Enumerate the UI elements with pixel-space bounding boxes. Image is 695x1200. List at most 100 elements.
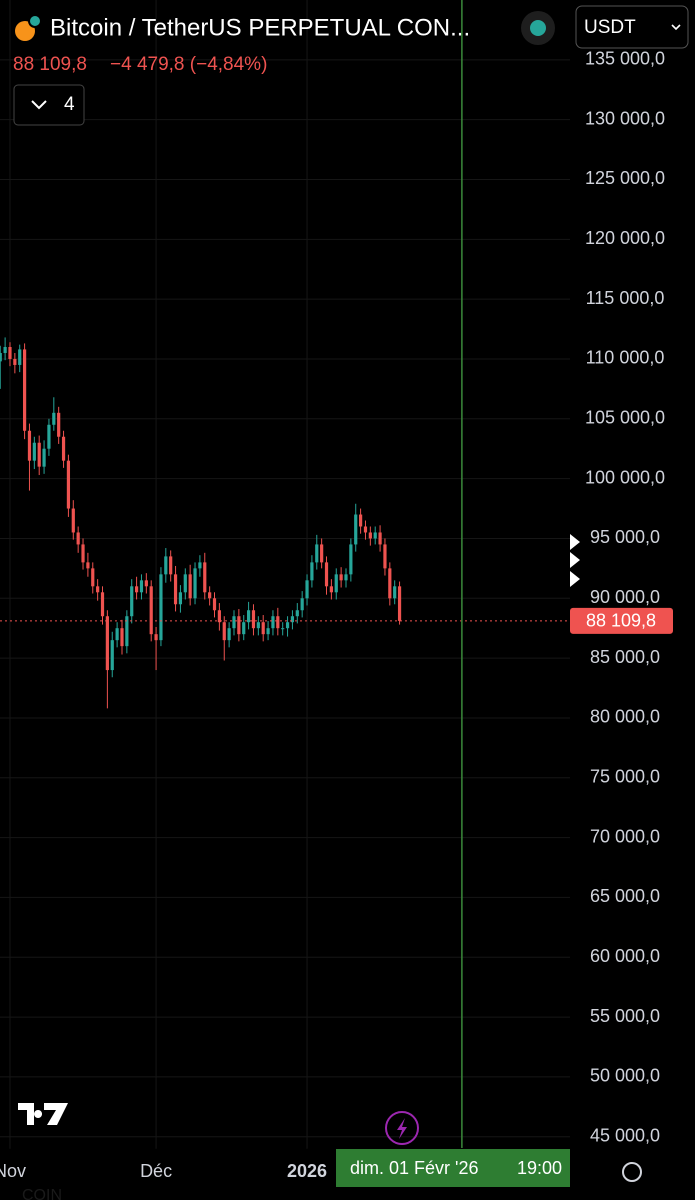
lightning-icon bbox=[397, 1118, 407, 1139]
x-tick-label: Nov bbox=[0, 1161, 26, 1181]
candle-body bbox=[290, 616, 295, 623]
candle-body bbox=[339, 574, 343, 581]
candle-body bbox=[37, 442, 41, 467]
tradingview-logo[interactable] bbox=[18, 1103, 68, 1125]
candle-body bbox=[295, 610, 299, 617]
settings-button[interactable] bbox=[622, 1162, 642, 1182]
candle-body bbox=[383, 544, 387, 569]
candle-body bbox=[368, 532, 372, 539]
candle-body bbox=[47, 424, 51, 449]
candle-body bbox=[266, 628, 270, 635]
currency-dropdown[interactable] bbox=[575, 5, 689, 49]
candle-body bbox=[159, 574, 163, 641]
candle-body bbox=[281, 628, 285, 630]
candle-body bbox=[149, 586, 153, 635]
candle-body bbox=[110, 640, 114, 671]
y-tick-label: 80 000,0 bbox=[590, 707, 660, 727]
candle-body bbox=[212, 598, 217, 611]
candle-body bbox=[246, 610, 251, 623]
candle-body bbox=[144, 580, 148, 587]
y-tick-label: 130 000,0 bbox=[585, 108, 665, 128]
candle-body bbox=[183, 574, 187, 593]
candle-body bbox=[378, 532, 382, 545]
candle-body bbox=[120, 628, 124, 647]
plot bbox=[0, 337, 402, 709]
candle-body bbox=[139, 580, 144, 593]
toggle-chevron bbox=[31, 100, 47, 110]
candle-body bbox=[354, 514, 358, 545]
indicator-count: 4 bbox=[64, 94, 75, 115]
candle-body bbox=[349, 544, 353, 575]
watermark: COIN bbox=[22, 1187, 62, 1200]
candle-body bbox=[27, 430, 32, 461]
y-tick-label: 115 000,0 bbox=[586, 288, 665, 308]
candle-body bbox=[42, 448, 46, 467]
candle-body bbox=[66, 460, 71, 509]
candle-body bbox=[315, 544, 319, 563]
y-tick-label: 65 000,0 bbox=[590, 886, 660, 906]
y-tick-label: 90 000,0 bbox=[590, 587, 660, 607]
y-tick-label: 50 000,0 bbox=[590, 1066, 660, 1086]
last-price-box bbox=[570, 607, 673, 634]
crosshair-box bbox=[336, 1149, 570, 1187]
candle-body bbox=[76, 532, 80, 545]
candle-body bbox=[237, 616, 241, 635]
y-tick-label: 110 000,0 bbox=[586, 348, 665, 368]
candle-body bbox=[242, 622, 246, 635]
candle-body bbox=[57, 412, 61, 437]
candle-body bbox=[193, 568, 197, 599]
indicators-toggle[interactable] bbox=[13, 84, 85, 126]
y-tick-label: 95 000,0 bbox=[590, 527, 660, 547]
y-tick-label: 135 000,0 bbox=[585, 49, 665, 69]
candle-body bbox=[18, 349, 22, 365]
candle-body bbox=[173, 574, 178, 605]
candle-body bbox=[363, 526, 368, 533]
alert-markers[interactable] bbox=[570, 534, 580, 587]
candle-body bbox=[61, 436, 66, 461]
candle-body bbox=[164, 556, 168, 575]
last-price-label: 88 109,8 bbox=[586, 611, 656, 631]
crosshair-date: dim. 01 Févr '26 bbox=[350, 1158, 479, 1178]
candle-body bbox=[13, 358, 17, 365]
currency-label: USDT bbox=[584, 17, 636, 38]
candle-body bbox=[81, 544, 85, 563]
candle-body bbox=[134, 586, 139, 593]
candle-body bbox=[261, 622, 265, 635]
y-tick-label: 45 000,0 bbox=[590, 1125, 660, 1145]
y-tick-label: 125 000,0 bbox=[585, 168, 665, 188]
candle-body bbox=[86, 562, 90, 569]
candle-body bbox=[22, 349, 27, 431]
y-tick-label: 100 000,0 bbox=[585, 467, 665, 487]
bitcoin-icon bbox=[15, 21, 35, 41]
candle-body bbox=[393, 586, 397, 599]
candle-body bbox=[203, 562, 207, 593]
candle-body bbox=[334, 574, 338, 593]
candle-body bbox=[3, 347, 7, 353]
candle-body bbox=[251, 610, 256, 629]
candle-body bbox=[105, 616, 109, 671]
candle-body bbox=[232, 616, 236, 629]
candle-body bbox=[217, 610, 221, 623]
crosshair-time: 19:00 bbox=[517, 1158, 562, 1178]
candle-body bbox=[130, 586, 134, 617]
lightning-button[interactable] bbox=[385, 1111, 419, 1145]
candle-body bbox=[222, 622, 226, 641]
y-tick-label: 85 000,0 bbox=[590, 647, 660, 667]
candle-body bbox=[397, 586, 402, 621]
candle-body bbox=[285, 622, 290, 629]
candle-body bbox=[256, 622, 260, 629]
candle-body bbox=[198, 562, 202, 569]
candle-body bbox=[32, 442, 36, 461]
candle-body bbox=[227, 628, 231, 641]
candle-body bbox=[276, 616, 280, 629]
candle-body bbox=[344, 574, 348, 581]
candle-body bbox=[310, 562, 314, 581]
candle-body bbox=[320, 544, 324, 563]
status-dot bbox=[530, 20, 546, 36]
y-tick-label: 60 000,0 bbox=[590, 946, 660, 966]
candle-body bbox=[178, 592, 183, 605]
chart-title: Bitcoin / TetherUS PERPETUAL CON... bbox=[50, 14, 470, 41]
